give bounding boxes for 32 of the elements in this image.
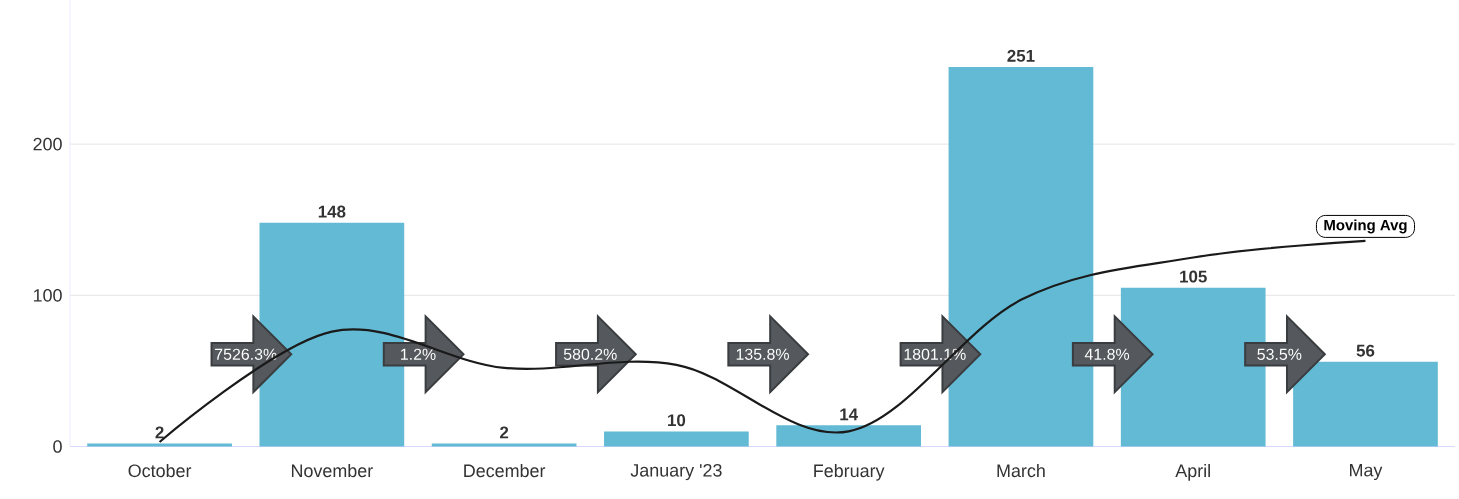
x-tick-label: May (1350, 464, 1383, 481)
y-tick-label: 0 (53, 440, 62, 454)
bar (431, 443, 577, 447)
data-label: 251 (1007, 50, 1035, 63)
x-tick-label: March (997, 464, 1045, 478)
annotation: 1801.1% (904, 348, 966, 361)
annotation: 7526.3% (215, 348, 277, 361)
x-tick-label: October (128, 464, 192, 478)
data-label: 56 (1356, 344, 1375, 357)
data-label: 14 (840, 408, 858, 421)
data-label: 2 (155, 426, 164, 439)
annotation: 1.2% (401, 348, 436, 361)
annotation: 135.8% (736, 348, 789, 361)
data-label: 2 (500, 426, 509, 439)
annotation: 41.8% (1084, 348, 1130, 361)
data-label: 10 (668, 414, 686, 427)
x-tick-label: April (1175, 464, 1210, 481)
bar (604, 431, 749, 447)
x-tick-label: December (464, 464, 546, 478)
data-label: 105 (1180, 270, 1207, 283)
annotation: 53.5% (1257, 348, 1302, 361)
bar (1293, 362, 1438, 447)
data-label: 148 (318, 205, 346, 218)
series-label: Moving Avg (1324, 219, 1407, 234)
bar (87, 443, 232, 447)
y-tick-label: 200 (33, 138, 62, 151)
annotation: 580.2% (563, 348, 617, 361)
y-tick-label: 100 (33, 289, 62, 302)
bar (776, 425, 922, 447)
x-tick-label: February (814, 464, 885, 481)
x-tick-label: January '23 (630, 464, 722, 481)
x-tick-label: November (291, 464, 373, 478)
